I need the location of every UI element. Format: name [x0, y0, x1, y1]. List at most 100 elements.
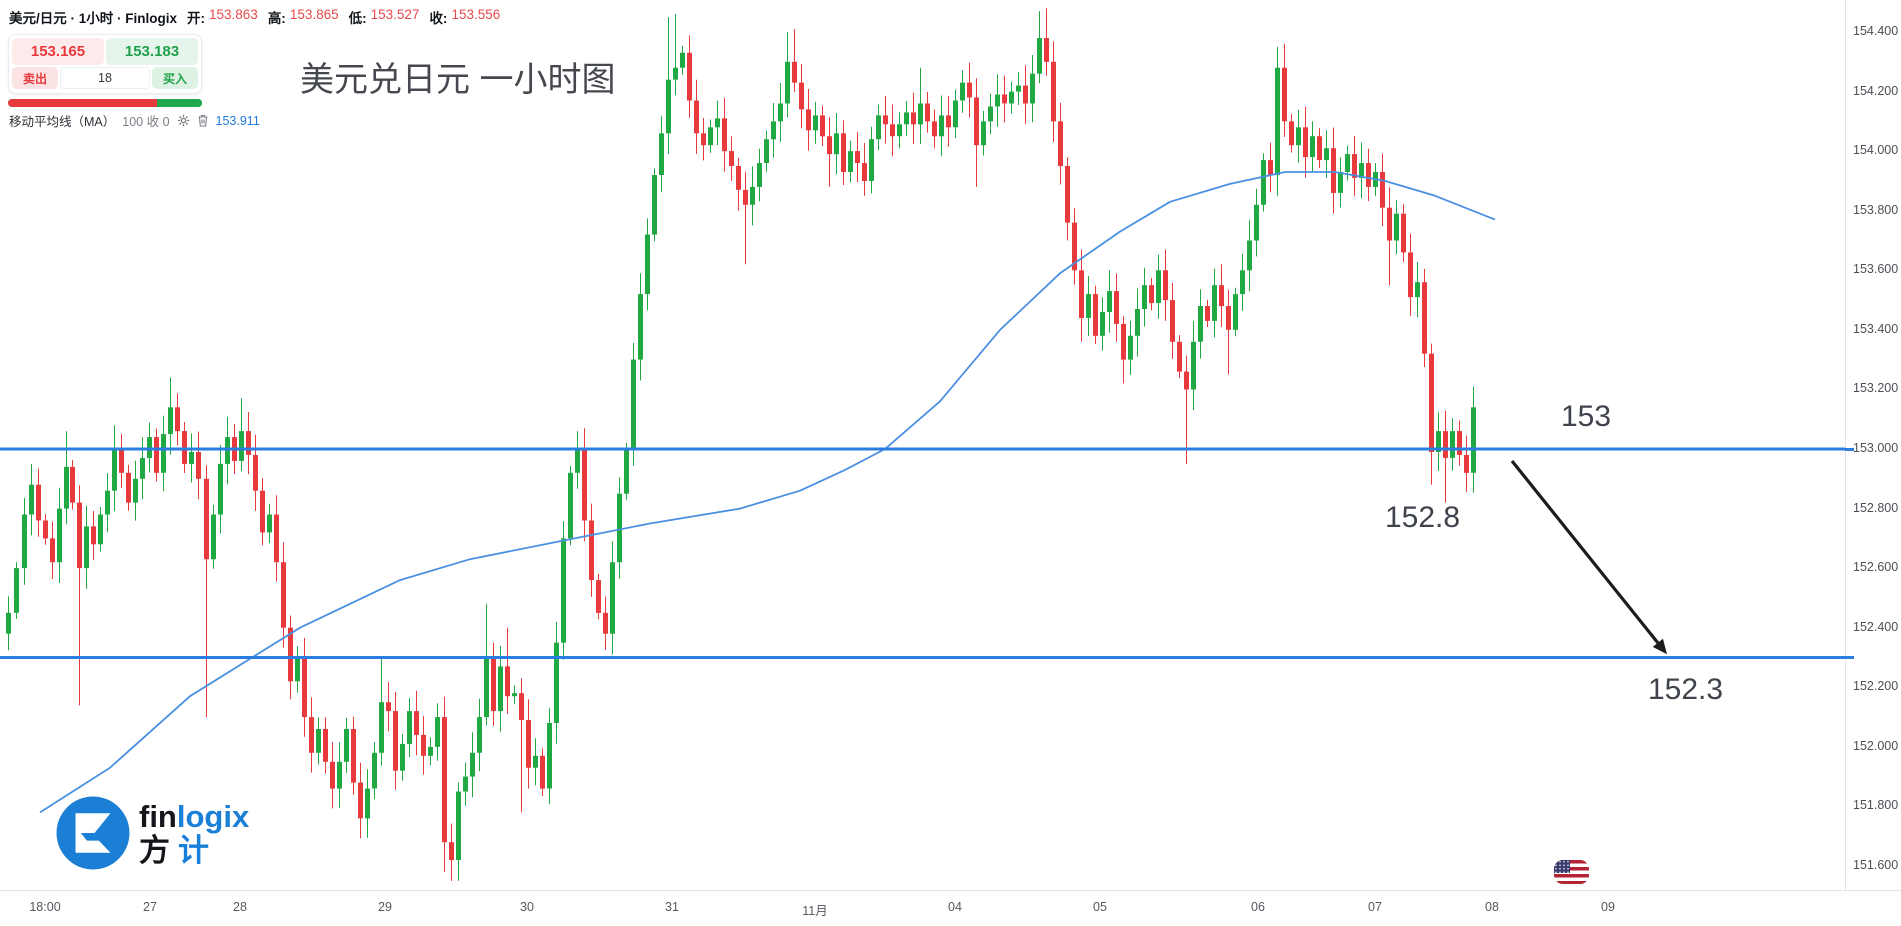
candle-body [204, 478, 209, 560]
candle-body [1079, 270, 1084, 318]
candle-body [330, 761, 335, 789]
candle-body [792, 61, 797, 83]
candle-body [274, 514, 279, 563]
candle-body [680, 52, 685, 68]
candle-body [196, 452, 201, 479]
trend-arrow[interactable] [1510, 459, 1664, 650]
price-axis[interactable]: 154.400 154.200 154.000 153.800 153.600 153.4… [1845, 0, 1901, 890]
candle-body [1247, 240, 1252, 271]
candle-body [939, 115, 944, 137]
buy-ratio-bar [157, 99, 202, 107]
candle-body [862, 163, 867, 181]
ma-indicator-params: 100 收 0 [122, 115, 170, 129]
trash-icon[interactable] [197, 114, 209, 127]
time-axis[interactable]: 18:00 27 28 29 30 31 11月 04 05 06 07 08 09 [0, 890, 1901, 926]
candle-body [218, 463, 223, 515]
candle-body [1065, 166, 1070, 223]
sell-button[interactable]: 卖出 [12, 67, 58, 89]
candle-body [246, 431, 251, 455]
candle-body [260, 490, 265, 533]
candle-body [876, 115, 881, 140]
time-tick-label: 08 [1485, 900, 1499, 914]
candle-body [596, 580, 601, 613]
candle-body [400, 743, 405, 771]
symbol-title[interactable]: 美元/日元 · 1小时 · Finlogix [9, 11, 177, 26]
candle-body [778, 103, 783, 122]
target-level-label[interactable]: 152.3 [1648, 673, 1724, 706]
sell-price[interactable]: 153.165 [12, 38, 104, 65]
candle-body [960, 82, 965, 101]
candle-body [1121, 323, 1126, 360]
ma-line[interactable] [39, 171, 1496, 814]
candle-body [1149, 285, 1154, 304]
candle-body [323, 729, 328, 762]
candle-body [1051, 61, 1056, 122]
candle-body [1345, 154, 1350, 172]
resistance-level-label[interactable]: 153 [1561, 400, 1612, 433]
candle-body [84, 526, 89, 569]
price-tick-label: 154.200 [1853, 83, 1899, 98]
price-level-axis-tick [1845, 447, 1854, 451]
candle-body [1436, 431, 1441, 452]
symbol-legend[interactable]: 美元/日元 · 1小时 · Finlogix 开: 153.863 高: 153… [9, 7, 500, 27]
ma-indicator-row[interactable]: 移动平均线（MA） 100 收 0 153.911 [9, 111, 260, 130]
candle-body [904, 112, 909, 125]
candle-body [1114, 291, 1119, 324]
order-widget: 153.165 153.183 卖出 18 买入 [8, 34, 202, 94]
candle-body [1282, 67, 1287, 122]
candle-body [1233, 294, 1238, 330]
candle-body [1359, 163, 1364, 178]
time-tick-label: 30 [520, 900, 534, 914]
buy-button[interactable]: 买入 [152, 67, 198, 89]
candle-body [743, 189, 748, 205]
price-tick-label: 153.600 [1853, 262, 1899, 277]
candle-body [309, 717, 314, 753]
candle-body [988, 106, 993, 122]
time-tick-label: 29 [378, 900, 392, 914]
candle-body [1415, 282, 1420, 298]
candle-body [1317, 136, 1322, 160]
candle-body [1394, 213, 1399, 241]
candle-body [1177, 341, 1182, 372]
candle-body [36, 484, 41, 521]
candle-body [1331, 148, 1336, 193]
candle-body [302, 657, 307, 718]
candle-body [687, 52, 692, 101]
candle-body [631, 359, 636, 449]
candle-body [1037, 38, 1042, 74]
candle-body [561, 538, 566, 643]
candle-body [1135, 309, 1140, 336]
candle-body [785, 61, 790, 104]
candle-body [1142, 285, 1147, 309]
candle-body [1450, 431, 1455, 458]
buy-price[interactable]: 153.183 [106, 38, 198, 65]
candle-body [175, 407, 180, 432]
candle-body [98, 514, 103, 545]
candle-body [806, 109, 811, 131]
finlogix-wordmark: finlogix [139, 799, 250, 834]
candle-body [70, 466, 75, 503]
price-tick-label: 154.000 [1853, 143, 1899, 158]
candle-body [1128, 335, 1133, 360]
candle-body [925, 103, 930, 122]
candle-body [1170, 300, 1175, 342]
sentiment-bar [8, 99, 202, 107]
chart-annotation-title[interactable]: 美元兑日元 一小时图 [300, 61, 616, 99]
candle-body [736, 166, 741, 190]
candle-body [995, 94, 1000, 107]
price-tick-label: 153.800 [1853, 202, 1899, 217]
sell-ratio-bar [8, 99, 158, 107]
candle-body [1303, 127, 1308, 158]
time-tick-label: 06 [1251, 900, 1265, 914]
gear-icon[interactable] [177, 114, 190, 127]
candle-body [932, 121, 937, 137]
candle-body [911, 112, 916, 125]
candle-body [1100, 312, 1105, 336]
candle-body [1184, 371, 1189, 390]
current-zone-label[interactable]: 152.8 [1385, 501, 1461, 534]
candle-body [91, 526, 96, 545]
candle-body [428, 746, 433, 756]
candle-body [1275, 67, 1280, 175]
